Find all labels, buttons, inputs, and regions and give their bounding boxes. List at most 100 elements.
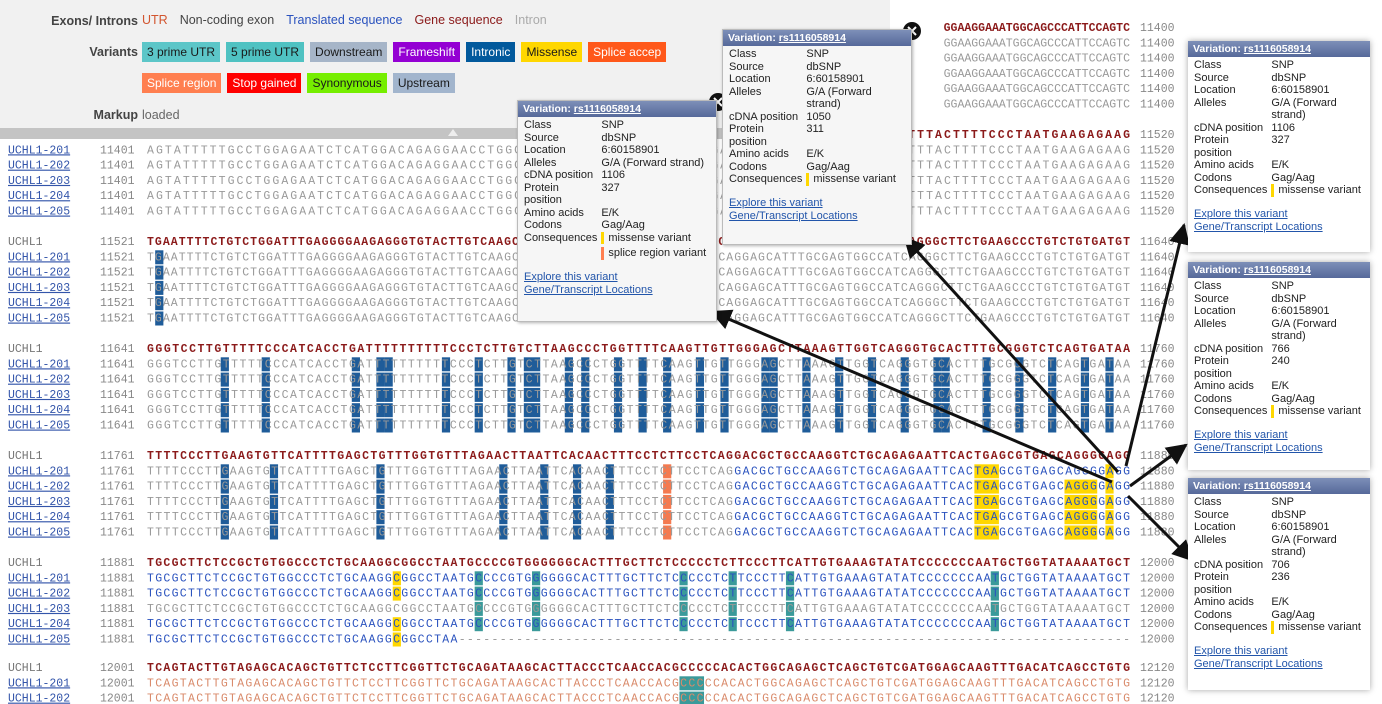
variant-highlight xyxy=(441,387,451,402)
variant-highlight xyxy=(376,387,385,402)
transcript-name[interactable]: UCHL1-202 xyxy=(8,481,70,494)
field-value: 1106 xyxy=(601,169,626,181)
end-position: 11880 xyxy=(1140,481,1175,494)
popup-link[interactable]: Explore this variant xyxy=(1194,644,1288,657)
popup-link[interactable]: Explore this variant xyxy=(524,270,618,283)
transcript-name[interactable]: UCHL1-205 xyxy=(8,634,70,647)
field-value: Gag/Aag xyxy=(806,160,850,173)
transcript-name[interactable]: UCHL1-204 xyxy=(8,190,70,203)
field-label: Class xyxy=(524,119,552,131)
variant-highlight xyxy=(728,586,737,601)
field-row: Protein position 327 xyxy=(1192,134,1366,159)
transcript-name[interactable]: UCHL1-205 xyxy=(8,420,70,433)
transcript-name[interactable]: UCHL1-205 xyxy=(8,206,70,219)
sequence: GGGTCCTTGTTTTTCCCATCACCTGATTTTTTTTTTCCCT… xyxy=(147,389,1130,402)
field-row: Codons Gag/Aag xyxy=(1192,393,1366,406)
transcript-name[interactable]: UCHL1-203 xyxy=(8,175,70,188)
variant-highlight xyxy=(695,372,705,387)
transcript-name[interactable]: UCHL1-202 xyxy=(8,160,70,173)
sequence: TGCGCTTCTCCGCTGTGGCCCTCTGCAAGGCGGCCTAATG… xyxy=(147,603,1130,616)
transcript-name[interactable]: UCHL1-201 xyxy=(8,465,70,478)
end-position: 11640 xyxy=(1140,236,1175,249)
variant-tag: Upstream xyxy=(392,73,455,93)
popup-link[interactable]: Gene/Transcript Locations xyxy=(729,209,858,222)
field-value: 6:60158901 xyxy=(601,144,660,156)
variant-highlight xyxy=(532,357,541,372)
transcript-name[interactable]: UCHL1-202 xyxy=(8,267,70,280)
transcript-name[interactable]: UCHL1-205 xyxy=(8,527,70,540)
collapse-bar[interactable] xyxy=(0,128,890,139)
variant-highlight xyxy=(581,418,590,433)
variant-link[interactable]: rs1116058914 xyxy=(1243,43,1311,55)
popup-link[interactable]: Gene/Transcript Locations xyxy=(524,283,653,296)
end-position: 11760 xyxy=(1140,389,1175,402)
transcript-name[interactable]: UCHL1-203 xyxy=(8,389,70,402)
start-position: 11881 xyxy=(100,634,135,647)
variant-highlight xyxy=(532,617,541,632)
transcript-name[interactable]: UCHL1-201 xyxy=(8,358,70,371)
variant-link[interactable]: rs1116058914 xyxy=(573,103,641,115)
transcript-name[interactable]: UCHL1-202 xyxy=(8,374,70,387)
end-position: 12120 xyxy=(1140,662,1175,675)
variant-popup: Variation: rs1116058914 Class SNP Source dbS… xyxy=(517,100,717,322)
transcript-name[interactable]: UCHL1-204 xyxy=(8,511,70,524)
end-position: 11400 xyxy=(1140,83,1175,96)
sequence: GGAAGGAAATGGCAGCCCATTCCAGTC xyxy=(944,22,1130,35)
transcript-name[interactable]: UCHL1-203 xyxy=(8,603,70,616)
start-position: 11761 xyxy=(100,496,135,509)
field-label: Alleles xyxy=(1194,96,1227,109)
transcript-name[interactable]: UCHL1-205 xyxy=(8,313,70,326)
popup-link[interactable]: Explore this variant xyxy=(1194,207,1288,220)
variant-highlight xyxy=(261,387,270,402)
popup-link[interactable]: Explore this variant xyxy=(1194,428,1288,441)
variant-highlight xyxy=(392,586,401,601)
variant-highlight xyxy=(638,372,647,387)
variant-highlight xyxy=(269,525,279,540)
popup-link[interactable]: Explore this variant xyxy=(729,196,823,209)
field-value: 327 xyxy=(601,181,620,194)
transcript-name[interactable]: UCHL1-201 xyxy=(8,144,70,157)
transcript-name[interactable]: UCHL1-201 xyxy=(8,677,70,690)
end-position: 12000 xyxy=(1140,618,1175,631)
field-value: dbSNP xyxy=(1271,292,1307,305)
field-label: Consequences xyxy=(524,231,598,244)
popup-link[interactable]: Gene/Transcript Locations xyxy=(1194,657,1323,670)
end-position: 11520 xyxy=(1140,190,1175,203)
variant-highlight xyxy=(474,403,483,418)
transcript-name[interactable]: UCHL1-204 xyxy=(8,297,70,310)
variant-highlight xyxy=(1064,494,1098,509)
popup-link[interactable]: Gene/Transcript Locations xyxy=(1194,441,1323,454)
variant-highlight xyxy=(540,494,549,509)
start-position: 11401 xyxy=(100,175,135,188)
legend-item: Translated sequence xyxy=(286,13,403,27)
variant-highlight xyxy=(523,357,533,372)
variant-tag: Splice region xyxy=(142,73,222,93)
variant-legend: Splice region Stop gained Synonymous Upstre… xyxy=(142,73,455,93)
popup-link[interactable]: Gene/Transcript Locations xyxy=(1194,220,1323,233)
field-value: E/K xyxy=(1271,380,1290,392)
field-value: E/K xyxy=(601,206,620,219)
field-value: 1106 xyxy=(1271,121,1296,134)
variant-highlight xyxy=(261,357,270,372)
start-position: 11761 xyxy=(100,527,135,540)
sequence-segment: GGAAGGAAATGGCAGCCCATTCCAGTC xyxy=(944,37,1130,50)
transcript-name[interactable]: UCHL1-202 xyxy=(8,693,70,704)
transcript-name[interactable]: UCHL1-202 xyxy=(8,588,70,601)
variant-highlight xyxy=(499,510,508,525)
transcript-name[interactable]: UCHL1-203 xyxy=(8,282,70,295)
sequence-segment: TGCGCTTCTCCGCTGTGGCCCTCTGCAAGGCGGCCTAATG… xyxy=(147,557,1130,570)
variant-link[interactable]: rs1116058914 xyxy=(778,32,846,44)
transcript-name[interactable]: UCHL1-201 xyxy=(8,251,70,264)
variant-link[interactable]: rs1116058914 xyxy=(1243,264,1311,276)
transcript-name[interactable]: UCHL1-201 xyxy=(8,572,70,585)
sequence: TGCGCTTCTCCGCTGTGGCCCTCTGCAAGGCGGCCTAA--… xyxy=(147,634,1130,647)
variant-highlight xyxy=(572,464,582,479)
variant-link[interactable]: rs1116058914 xyxy=(1243,480,1311,492)
variant-highlight xyxy=(351,418,360,433)
variant-highlight xyxy=(679,571,688,586)
transcript-name[interactable]: UCHL1-203 xyxy=(8,496,70,509)
start-position: 11641 xyxy=(100,389,135,402)
transcript-name[interactable]: UCHL1-204 xyxy=(8,404,70,417)
end-position: 11880 xyxy=(1140,511,1175,524)
transcript-name[interactable]: UCHL1-204 xyxy=(8,618,70,631)
